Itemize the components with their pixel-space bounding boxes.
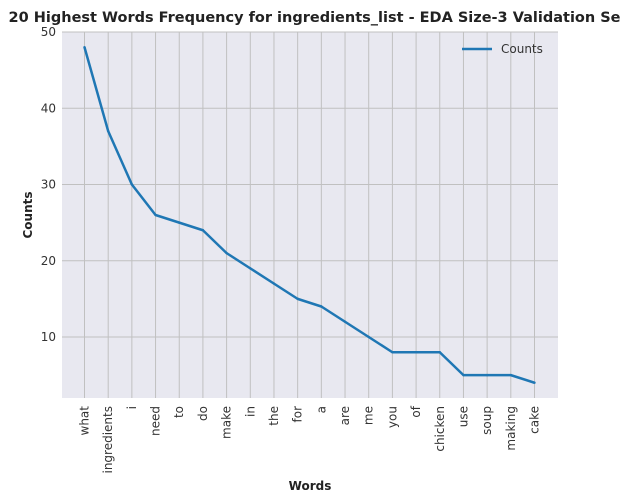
x-tick-label: use: [456, 406, 470, 427]
data-point: [343, 320, 347, 323]
chart-title: 20 Highest Words Frequency for ingredien…: [9, 10, 620, 26]
series-line: [83, 46, 535, 384]
x-tick-label: are: [338, 406, 352, 425]
y-tick-label: 20: [41, 254, 56, 268]
x-tick-label: ingredients: [101, 406, 115, 474]
x-tick-label: chicken: [433, 406, 447, 452]
data-point: [462, 373, 465, 377]
x-tick-label: me: [362, 406, 376, 425]
data-point: [130, 183, 134, 186]
x-axis-ticks: what ingredients i need to do make in the for a are…: [78, 405, 542, 473]
y-tick-label: 30: [41, 178, 56, 192]
data-point: [178, 221, 181, 224]
x-tick-label: making: [504, 406, 518, 451]
x-tick-label: make: [220, 406, 234, 439]
data-point: [272, 282, 276, 285]
x-tick-label: do: [196, 406, 210, 421]
x-tick-label: soup: [480, 406, 494, 435]
x-tick-label: in: [243, 406, 257, 417]
series-layer: [83, 46, 536, 384]
y-tick-label: 10: [41, 330, 56, 344]
x-tick-label: to: [172, 406, 186, 418]
x-tick-label: cake: [528, 406, 542, 434]
data-point: [83, 46, 86, 49]
y-axis-ticks: 10 20 30 40 50: [41, 25, 56, 344]
data-point: [154, 213, 157, 217]
data-point: [438, 351, 441, 354]
data-point: [391, 351, 394, 354]
x-tick-label: of: [409, 405, 423, 417]
x-tick-label: for: [291, 406, 305, 423]
y-tick-label: 40: [41, 101, 56, 115]
grid: [62, 31, 558, 398]
x-tick-label: you: [385, 406, 399, 428]
x-tick-label: the: [267, 406, 281, 426]
data-point: [533, 381, 536, 384]
y-axis-label: Counts: [21, 191, 35, 238]
data-point: [414, 351, 418, 354]
legend: Counts: [462, 42, 543, 56]
x-tick-label: what: [78, 406, 92, 436]
data-point: [320, 305, 323, 308]
data-point: [367, 335, 370, 339]
y-tick-label: 50: [41, 25, 56, 39]
x-tick-label: a: [314, 406, 328, 413]
data-point: [106, 129, 110, 133]
data-point: [509, 373, 513, 377]
plot-area: [62, 32, 558, 398]
x-tick-label: need: [149, 406, 163, 436]
data-point: [201, 229, 205, 232]
x-tick-label: i: [125, 406, 139, 409]
x-axis-label: Words: [289, 479, 332, 493]
data-point: [225, 251, 228, 255]
data-point: [296, 297, 299, 301]
legend-label: Counts: [501, 42, 543, 56]
data-point: [485, 373, 489, 377]
data-point: [249, 267, 252, 270]
